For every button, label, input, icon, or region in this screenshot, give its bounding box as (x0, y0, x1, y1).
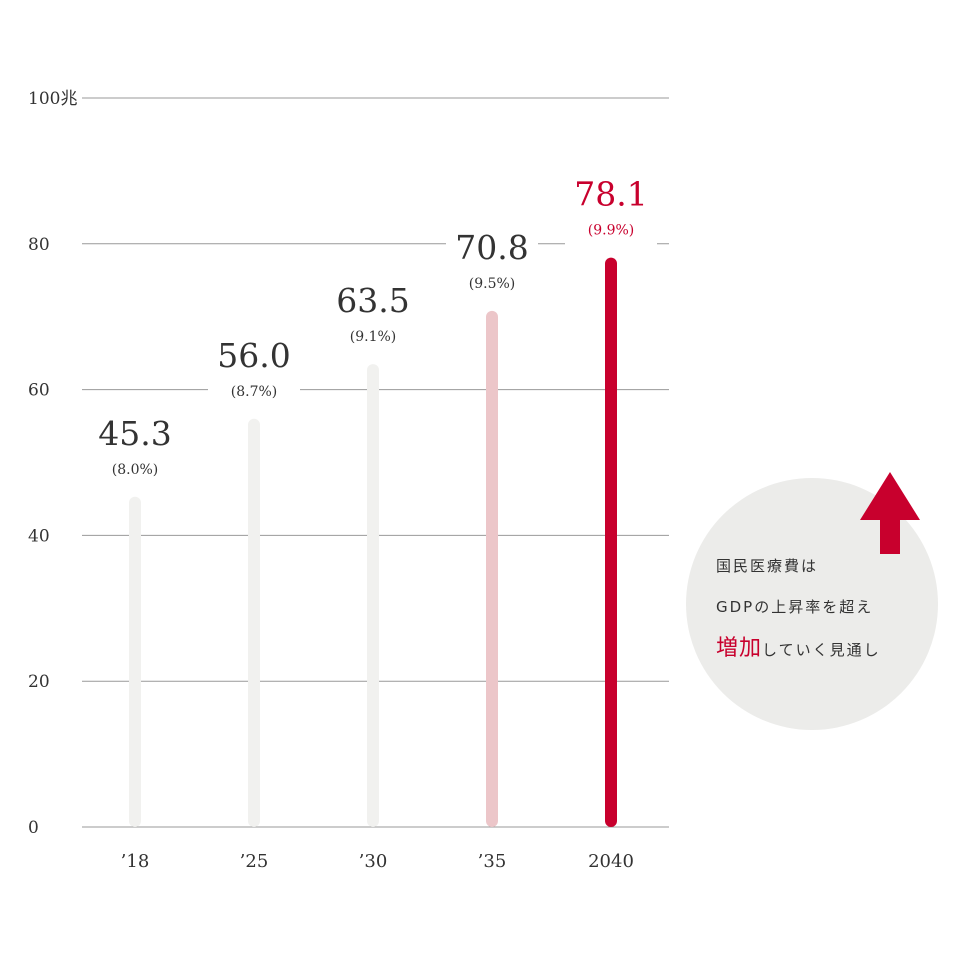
callout-line-2: GDPの上昇率を超え (716, 598, 874, 616)
gdp-share-label-4: (9.9%) (588, 223, 635, 239)
x-tick-label-4: 2040 (588, 851, 634, 872)
value-label-0: 45.3 (98, 414, 171, 453)
gdp-share-label-2: (9.1%) (350, 329, 397, 345)
value-label-backing-4 (565, 165, 657, 248)
x-tick-label-3: ’35 (478, 851, 507, 872)
bar-4 (605, 257, 617, 827)
value-label-2: 63.5 (336, 281, 409, 320)
gdp-share-label-3: (9.5%) (469, 276, 516, 292)
bar-3 (486, 310, 498, 827)
y-tick-label-20: 20 (28, 672, 50, 692)
bar-0 (129, 496, 141, 827)
up-arrow-icon (860, 472, 920, 554)
callout-line-3-rest: していく見通し (762, 641, 881, 659)
bar-1 (248, 418, 260, 827)
value-label-backing-2 (327, 272, 419, 355)
value-label-3: 70.8 (455, 228, 528, 267)
x-tick-label-2: ’30 (359, 851, 388, 872)
y-tick-label-100: 100兆 (28, 89, 77, 109)
callout-highlight: 増加 (716, 636, 763, 661)
callout-line-3: 増加していく見通し (716, 630, 881, 662)
y-tick-label-60: 60 (28, 381, 50, 401)
y-tick-label-0: 0 (28, 818, 39, 838)
gdp-share-label-1: (8.7%) (231, 384, 278, 400)
value-label-1: 56.0 (217, 336, 290, 375)
callout-line-1: 国民医療費は (716, 557, 819, 575)
x-tick-label-1: ’25 (240, 851, 269, 872)
value-label-backing-0 (89, 404, 181, 487)
x-tick-label-0: ’18 (121, 851, 150, 872)
value-label-backing-3 (446, 218, 538, 301)
value-label-4: 78.1 (574, 175, 647, 214)
y-tick-label-80: 80 (28, 235, 50, 255)
y-tick-label-40: 40 (28, 526, 50, 546)
bar-2 (367, 364, 379, 827)
value-label-backing-1 (208, 326, 300, 409)
gdp-share-label-0: (8.0%) (112, 462, 159, 478)
